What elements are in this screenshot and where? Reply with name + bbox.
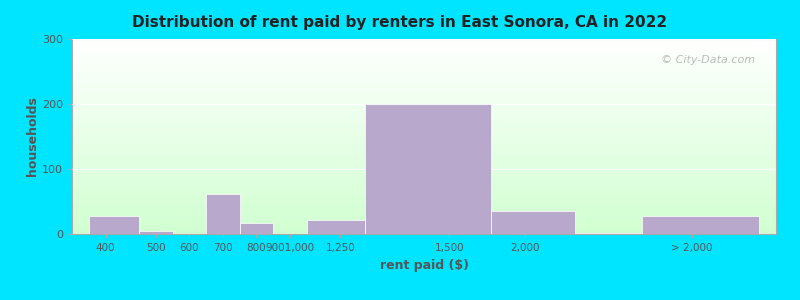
- Bar: [139, 231, 173, 234]
- Bar: [206, 194, 240, 234]
- Text: Distribution of rent paid by renters in East Sonora, CA in 2022: Distribution of rent paid by renters in …: [133, 15, 667, 30]
- Bar: [642, 217, 759, 234]
- Y-axis label: households: households: [26, 97, 39, 176]
- Text: © City-Data.com: © City-Data.com: [661, 55, 755, 64]
- Bar: [491, 211, 575, 234]
- X-axis label: rent paid ($): rent paid ($): [379, 259, 469, 272]
- Bar: [306, 220, 366, 234]
- Bar: [575, 233, 642, 234]
- Bar: [240, 223, 273, 234]
- Bar: [366, 104, 491, 234]
- Bar: [89, 217, 139, 234]
